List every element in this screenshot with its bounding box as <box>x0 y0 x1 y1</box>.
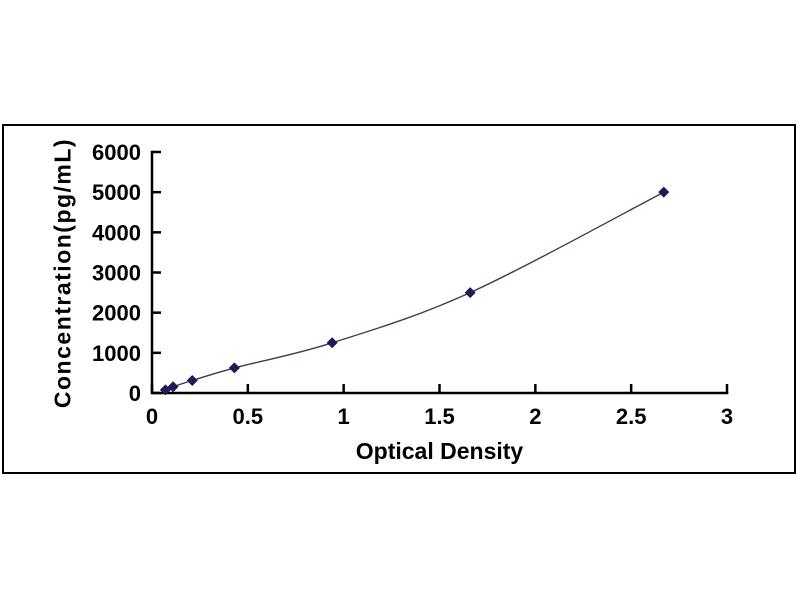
data-point-marker <box>167 381 179 393</box>
x-tick-label: 0 <box>146 404 158 429</box>
y-tick-label: 2000 <box>92 301 141 326</box>
x-tick-label: 0.5 <box>233 404 264 429</box>
x-tick-label: 2.5 <box>616 404 647 429</box>
y-tick-label: 6000 <box>92 140 141 165</box>
x-tick-label: 3 <box>721 404 733 429</box>
standard-curve-line <box>165 191 665 391</box>
y-tick-label: 3000 <box>92 261 141 286</box>
data-point-marker <box>464 287 476 299</box>
data-point-marker <box>326 337 338 349</box>
y-tick-label: 4000 <box>92 220 141 245</box>
x-axis-title: Optical Density <box>355 438 524 464</box>
data-point-marker <box>186 374 198 386</box>
axes <box>150 150 729 395</box>
data-point-marker <box>658 186 670 198</box>
x-tick-label: 1 <box>338 404 350 429</box>
y-axis-title: Concentration(pg/mL) <box>49 137 76 409</box>
x-tick-label: 1.5 <box>424 404 455 429</box>
x-tick-label: 2 <box>529 404 541 429</box>
y-tick-label: 0 <box>129 381 141 406</box>
chart-frame <box>2 124 796 474</box>
y-tick-label: 5000 <box>92 180 141 205</box>
y-tick-label: 1000 <box>92 341 141 366</box>
data-point-marker <box>228 362 240 374</box>
